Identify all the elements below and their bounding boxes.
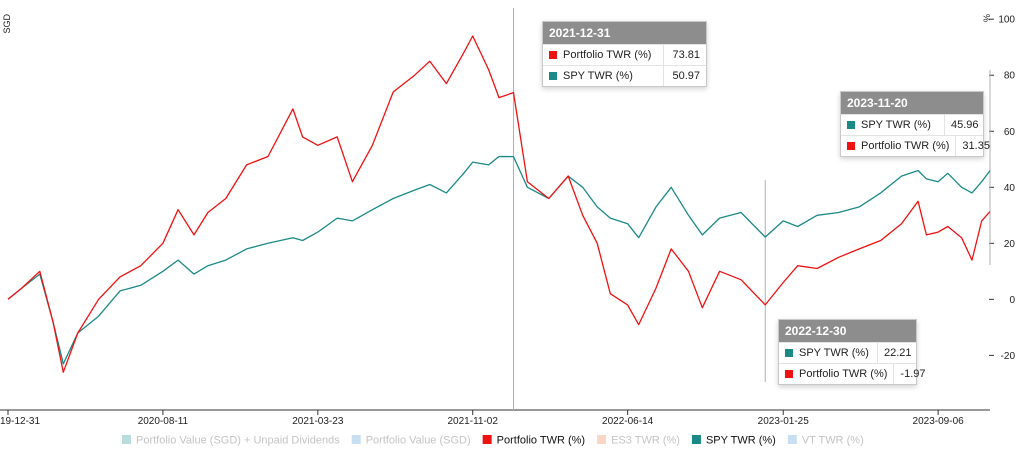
tooltip-row-value: 31.35 [962, 140, 990, 152]
tooltip-2023-11-20: 2023-11-20 SPY TWR (%) 45.96 Portfolio T… [840, 91, 990, 157]
series-swatch-spy [785, 349, 793, 357]
tooltip-row-label: Portfolio TWR (%) [799, 368, 888, 380]
tooltip-row-value: 22.21 [884, 347, 912, 359]
tooltip-date: 2023-11-20 [841, 92, 983, 114]
tooltip-row-label: Portfolio TWR (%) [861, 140, 950, 152]
series-swatch-spy [549, 72, 557, 80]
y-tick-label: 60 [1004, 127, 1016, 138]
series-swatch-portfolio [549, 51, 557, 59]
legend-label: Portfolio Value (SGD) [366, 435, 471, 447]
tooltip-row: Portfolio TWR (%) 31.35 [841, 135, 990, 156]
y-tick-label: 20 [1004, 239, 1016, 250]
legend-label: ES3 TWR (%) [611, 435, 680, 447]
left-axis-unit: SGD [2, 14, 12, 34]
right-axis-unit: % [982, 14, 992, 22]
tooltip-row-value: -1.97 [900, 368, 926, 380]
tooltip-row-label: SPY TWR (%) [861, 119, 931, 131]
legend-swatch [351, 435, 361, 444]
legend-item[interactable]: Portfolio Value (SGD) + Unpaid Dividends [122, 435, 340, 447]
x-tick-label: 2022-06-14 [602, 416, 654, 427]
legend-swatch [691, 435, 701, 444]
x-tick-label: 2020-08-11 [138, 416, 189, 427]
spy-twr-line [7, 155, 991, 365]
y-tick-label: 40 [1004, 183, 1016, 194]
tooltip-row: SPY TWR (%) 50.97 [543, 65, 706, 86]
tooltip-row: SPY TWR (%) 45.96 [841, 114, 983, 135]
series-swatch-portfolio [785, 370, 793, 378]
tooltip-row-label: SPY TWR (%) [799, 347, 869, 359]
legend-swatch [122, 435, 131, 444]
legend-item[interactable]: SPY TWR (%) [691, 435, 776, 447]
portfolio-twr-line [7, 35, 991, 373]
legend-item[interactable]: Portfolio Value (SGD) [351, 435, 471, 447]
tooltip-row-value: 73.81 [672, 49, 700, 61]
series-swatch-portfolio [847, 142, 855, 150]
x-tick-label: 2021-11-02 [448, 416, 499, 427]
x-tick-label: 2023-01-25 [758, 416, 810, 427]
tooltip-date: 2021-12-31 [543, 22, 706, 44]
tooltip-row-value: 45.96 [951, 119, 979, 131]
legend-label: SPY TWR (%) [706, 435, 776, 447]
tooltip-row-label: SPY TWR (%) [563, 70, 633, 82]
tooltip-row: Portfolio TWR (%) 73.81 [543, 44, 706, 65]
y-tick-label: 100 [998, 15, 1015, 26]
x-tick-label: 2023-09-06 [913, 416, 965, 427]
legend-swatch [482, 435, 492, 444]
y-tick-label: 80 [1004, 71, 1016, 82]
tooltip-date: 2022-12-30 [779, 320, 916, 342]
legend-item[interactable]: ES3 TWR (%) [597, 435, 680, 447]
legend-item[interactable]: VT TWR (%) [787, 435, 864, 447]
tooltip-2022-12-30: 2022-12-30 SPY TWR (%) 22.21 Portfolio T… [778, 319, 926, 385]
legend-swatch [787, 435, 797, 444]
tooltip-2021-12-31: 2021-12-31 Portfolio TWR (%) 73.81 SPY T… [542, 21, 707, 87]
legend-item[interactable]: Portfolio TWR (%) [482, 435, 585, 447]
legend-label: Portfolio TWR (%) [497, 435, 585, 447]
x-tick-label: 19-12-31 [0, 416, 40, 427]
tooltip-row-label: Portfolio TWR (%) [563, 49, 652, 61]
legend-label: VT TWR (%) [802, 435, 864, 447]
tooltip-row: SPY TWR (%) 22.21 [779, 342, 916, 363]
y-tick-label: -20 [1001, 351, 1016, 362]
tooltip-row: Portfolio TWR (%) -1.97 [779, 363, 926, 384]
tooltip-row-value: 50.97 [672, 70, 700, 82]
legend-swatch [597, 435, 607, 444]
y-tick-label: 0 [1009, 295, 1015, 306]
x-tick-label: 2021-03-23 [292, 416, 344, 427]
series-swatch-spy [847, 121, 855, 129]
legend-label: Portfolio Value (SGD) + Unpaid Dividends [136, 435, 340, 447]
